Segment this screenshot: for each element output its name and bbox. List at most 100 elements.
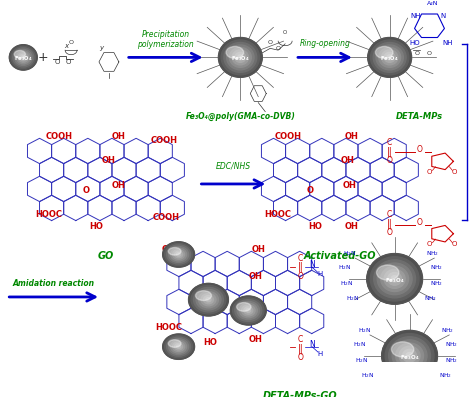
Text: O: O: [268, 40, 273, 45]
Ellipse shape: [168, 247, 181, 255]
Ellipse shape: [233, 298, 264, 323]
Text: OH: OH: [246, 299, 259, 308]
Ellipse shape: [196, 289, 221, 310]
Text: Ring-opening: Ring-opening: [300, 39, 350, 48]
Ellipse shape: [163, 242, 194, 267]
Ellipse shape: [235, 300, 262, 321]
Ellipse shape: [20, 54, 27, 61]
Ellipse shape: [230, 296, 266, 325]
Text: OH: OH: [248, 272, 262, 281]
Text: OH: OH: [248, 335, 262, 344]
Text: HOOC: HOOC: [264, 210, 292, 220]
Ellipse shape: [227, 45, 254, 70]
Ellipse shape: [167, 245, 191, 264]
Ellipse shape: [177, 345, 181, 348]
Text: COOH: COOH: [274, 132, 301, 141]
Ellipse shape: [224, 42, 257, 72]
Ellipse shape: [392, 342, 414, 357]
Ellipse shape: [388, 273, 401, 285]
Text: HO: HO: [203, 338, 218, 347]
Ellipse shape: [396, 343, 424, 368]
Ellipse shape: [173, 342, 184, 351]
Text: A₂N: A₂N: [427, 1, 438, 6]
Text: COOH: COOH: [152, 213, 179, 222]
Ellipse shape: [193, 287, 223, 312]
Ellipse shape: [164, 243, 192, 266]
Ellipse shape: [9, 45, 37, 70]
Text: $\mathregular{Fe_3O_4}$: $\mathregular{Fe_3O_4}$: [380, 54, 399, 63]
Text: $\mathregular{Fe_3O_4}$: $\mathregular{Fe_3O_4}$: [385, 276, 404, 285]
Text: EDC/NHS: EDC/NHS: [216, 161, 251, 170]
Ellipse shape: [379, 48, 401, 67]
Ellipse shape: [235, 52, 246, 62]
Ellipse shape: [239, 303, 257, 318]
Text: O: O: [452, 241, 457, 247]
Text: NH$_2$: NH$_2$: [426, 249, 439, 258]
Text: O: O: [415, 51, 420, 56]
Ellipse shape: [376, 265, 399, 280]
Text: Activated-GO: Activated-GO: [304, 251, 376, 261]
Ellipse shape: [237, 303, 251, 311]
Text: DETA-MPs: DETA-MPs: [396, 112, 443, 121]
Text: $\mathregular{Fe_3O_4}$: $\mathregular{Fe_3O_4}$: [231, 54, 250, 63]
Text: OH: OH: [102, 156, 116, 165]
Ellipse shape: [15, 50, 32, 65]
Text: O: O: [82, 186, 90, 195]
Text: NH: NH: [410, 13, 421, 19]
Text: H$_2$N: H$_2$N: [358, 326, 371, 335]
Ellipse shape: [171, 340, 187, 353]
Ellipse shape: [196, 291, 211, 301]
Text: OH: OH: [112, 181, 126, 191]
Ellipse shape: [384, 52, 395, 62]
Ellipse shape: [199, 291, 219, 308]
Text: O: O: [387, 156, 392, 165]
Ellipse shape: [169, 339, 189, 355]
Ellipse shape: [18, 53, 28, 62]
Ellipse shape: [392, 340, 427, 372]
Text: HOOC: HOOC: [36, 210, 63, 220]
Text: Precipitation
polymerization: Precipitation polymerization: [137, 30, 194, 49]
Text: O: O: [297, 272, 303, 281]
Text: COOH: COOH: [46, 132, 73, 141]
Ellipse shape: [244, 307, 253, 314]
Ellipse shape: [219, 37, 262, 77]
Text: O: O: [387, 229, 392, 237]
Ellipse shape: [174, 343, 182, 350]
Text: H: H: [318, 271, 323, 277]
Ellipse shape: [13, 48, 34, 67]
Ellipse shape: [11, 46, 36, 68]
Ellipse shape: [246, 309, 251, 312]
Ellipse shape: [168, 340, 181, 347]
Ellipse shape: [189, 283, 228, 316]
Text: O: O: [427, 51, 432, 56]
Text: $\mathregular{Fe_3O_4}$: $\mathregular{Fe_3O_4}$: [400, 353, 419, 362]
Text: H$_2$N: H$_2$N: [346, 294, 359, 303]
Ellipse shape: [14, 50, 26, 58]
Ellipse shape: [174, 251, 182, 258]
Ellipse shape: [389, 337, 430, 375]
Ellipse shape: [373, 42, 406, 72]
Text: O: O: [427, 241, 432, 247]
Ellipse shape: [368, 37, 411, 77]
Text: H: H: [318, 351, 323, 357]
Text: O: O: [276, 46, 281, 51]
Text: NH$_2$: NH$_2$: [445, 340, 458, 349]
Text: DETA-MPs-GO: DETA-MPs-GO: [263, 391, 337, 397]
Ellipse shape: [167, 337, 191, 356]
Ellipse shape: [232, 50, 248, 65]
Ellipse shape: [385, 333, 434, 378]
Ellipse shape: [229, 48, 251, 67]
Ellipse shape: [377, 263, 412, 295]
Text: O: O: [283, 30, 287, 35]
Text: NH$_2$: NH$_2$: [445, 356, 458, 365]
Ellipse shape: [164, 335, 192, 358]
Text: N: N: [309, 260, 315, 269]
Text: NH: NH: [442, 40, 453, 46]
Ellipse shape: [374, 260, 416, 298]
Ellipse shape: [237, 55, 243, 60]
Text: $\mathregular{Fe_3O_4}$: $\mathregular{Fe_3O_4}$: [14, 54, 33, 63]
Text: GO: GO: [98, 251, 114, 261]
Ellipse shape: [384, 270, 405, 288]
Ellipse shape: [371, 40, 409, 75]
Text: HO: HO: [89, 222, 103, 231]
